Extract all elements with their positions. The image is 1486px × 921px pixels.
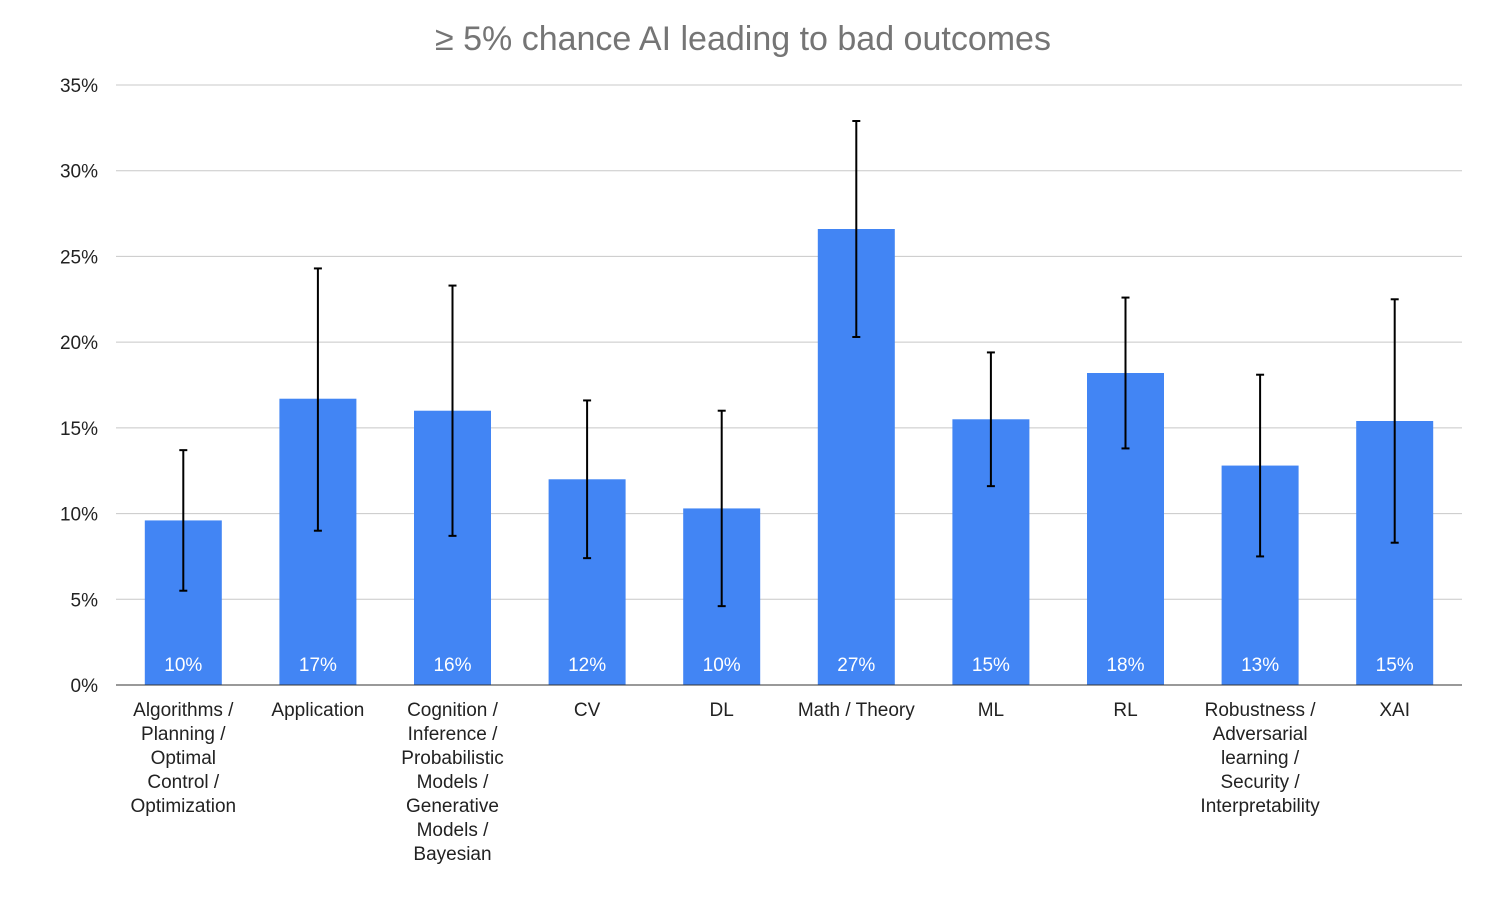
- x-tick-label-line: Application: [271, 700, 364, 721]
- bars: [144, 229, 1434, 685]
- x-tick-label: Application: [271, 700, 364, 721]
- x-tick-label-line: Models /: [417, 772, 490, 793]
- x-tick-label-line: learning /: [1221, 748, 1300, 769]
- error-bar: [1256, 373, 1265, 558]
- y-tick-label: 35%: [60, 76, 98, 97]
- x-tick-label: Math / Theory: [798, 700, 915, 721]
- data-label: 15%: [972, 655, 1010, 676]
- y-tick-label: 10%: [60, 505, 98, 526]
- error-bar: [852, 120, 861, 338]
- x-tick-label-line: Control /: [147, 772, 220, 793]
- x-tick-label-line: ML: [978, 700, 1004, 721]
- data-label: 10%: [164, 655, 202, 676]
- data-label: 12%: [568, 655, 606, 676]
- data-label: 18%: [1106, 655, 1144, 676]
- data-label: 15%: [1376, 655, 1414, 676]
- chart-title: ≥ 5% chance AI leading to bad outcomes: [435, 20, 1051, 58]
- x-tick-label-line: Cognition /: [407, 700, 499, 721]
- x-tick-label: CV: [574, 700, 601, 721]
- data-label: 27%: [837, 655, 875, 676]
- x-tick-label-line: CV: [574, 700, 601, 721]
- x-tick-label: ML: [978, 700, 1004, 721]
- data-label: 16%: [433, 655, 471, 676]
- error-bar: [448, 284, 457, 537]
- error-bars: [179, 120, 1399, 608]
- y-tick-label: 15%: [60, 419, 98, 440]
- x-tick-label: RL: [1113, 700, 1137, 721]
- y-tick-label: 30%: [60, 162, 98, 183]
- x-tick-label-line: RL: [1113, 700, 1137, 721]
- x-tick-label-line: Optimal: [151, 748, 216, 769]
- y-tick-label: 25%: [60, 247, 98, 268]
- error-bar: [313, 267, 322, 532]
- data-label: 17%: [299, 655, 337, 676]
- x-tick-label: Robustness / Adversarial learning / Securit…: [1200, 700, 1320, 817]
- data-label: 10%: [703, 655, 741, 676]
- x-tick-label-line: Inference /: [408, 724, 498, 745]
- x-tick-label-line: XAI: [1379, 700, 1410, 721]
- y-tick-label: 20%: [60, 333, 98, 354]
- x-tick-label-line: Security /: [1220, 772, 1300, 793]
- x-tick-label-line: Optimization: [130, 796, 236, 817]
- data-label: 13%: [1241, 655, 1279, 676]
- y-tick-label: 0%: [71, 676, 99, 697]
- x-tick-label: Cognition / Inference / Probabilistic Model…: [401, 700, 503, 865]
- x-tick-label: Algorithms / Planning / Optimal Control / Op…: [130, 700, 236, 817]
- x-axis-ticks: Algorithms / Planning / Optimal Control / Op…: [130, 700, 1410, 865]
- error-bar: [1390, 298, 1399, 544]
- x-tick-label-line: Interpretability: [1200, 796, 1320, 817]
- x-tick-label-line: Math / Theory: [798, 700, 915, 721]
- error-bar: [583, 399, 592, 560]
- error-bar: [179, 449, 188, 592]
- y-axis-ticks: 0% 5% 10% 15% 20% 25% 30% 35%: [60, 76, 98, 697]
- x-tick-label-line: DL: [710, 700, 734, 721]
- error-bar: [986, 351, 995, 488]
- x-tick-label: XAI: [1379, 700, 1410, 721]
- x-tick-label-line: Generative: [406, 796, 499, 817]
- x-tick-label-line: Models /: [417, 820, 490, 841]
- x-tick-label-line: Planning /: [141, 724, 226, 745]
- error-bar: [717, 409, 726, 608]
- x-tick-label: DL: [710, 700, 734, 721]
- y-tick-label: 5%: [71, 590, 99, 611]
- data-labels: 10% 17% 16% 12% 10% 27% 15% 18% 13% 15%: [164, 655, 1414, 676]
- error-bar: [1121, 296, 1130, 450]
- x-tick-label-line: Adversarial: [1213, 724, 1308, 745]
- x-tick-label-line: Robustness /: [1205, 700, 1317, 721]
- x-tick-label-line: Probabilistic: [401, 748, 503, 769]
- x-tick-label-line: Algorithms /: [133, 700, 234, 721]
- x-tick-label-line: Bayesian: [413, 844, 491, 865]
